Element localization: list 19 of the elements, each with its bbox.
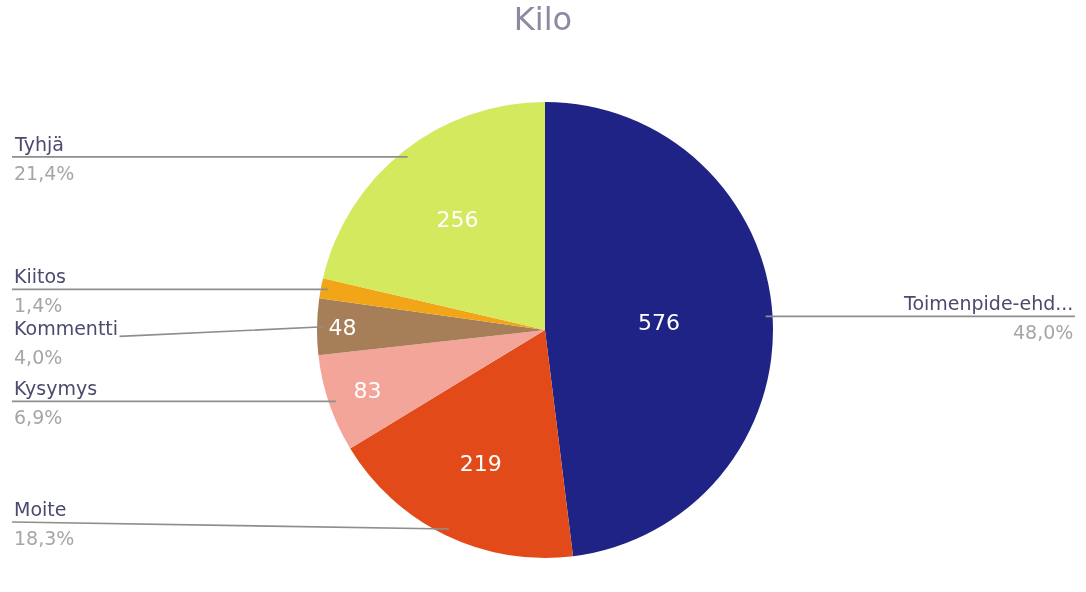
text: 18,3% xyxy=(14,527,75,549)
slice-label: Toimenpide-ehd... xyxy=(903,292,1074,314)
slice-label: Kysymys xyxy=(14,377,98,399)
pie-slice xyxy=(545,102,773,557)
data-label: 576 xyxy=(637,310,680,336)
slice-label: Tyhjä xyxy=(14,133,64,155)
data-label: 256 xyxy=(436,207,479,233)
text: 1,4% xyxy=(14,294,63,316)
slice-label: Kiitos xyxy=(14,265,66,287)
text: 4,0% xyxy=(14,346,63,368)
data-label: 219 xyxy=(459,450,502,476)
text: 48,0% xyxy=(1013,321,1074,343)
text: 6,9% xyxy=(14,406,63,428)
data-label: 83 xyxy=(353,378,382,404)
slice-label: Kommentti xyxy=(14,317,119,339)
text: 21,4% xyxy=(14,162,75,184)
chart-title: Kilo xyxy=(513,0,573,39)
data-label: 48 xyxy=(328,314,357,340)
slice-label: Moite xyxy=(14,498,67,520)
